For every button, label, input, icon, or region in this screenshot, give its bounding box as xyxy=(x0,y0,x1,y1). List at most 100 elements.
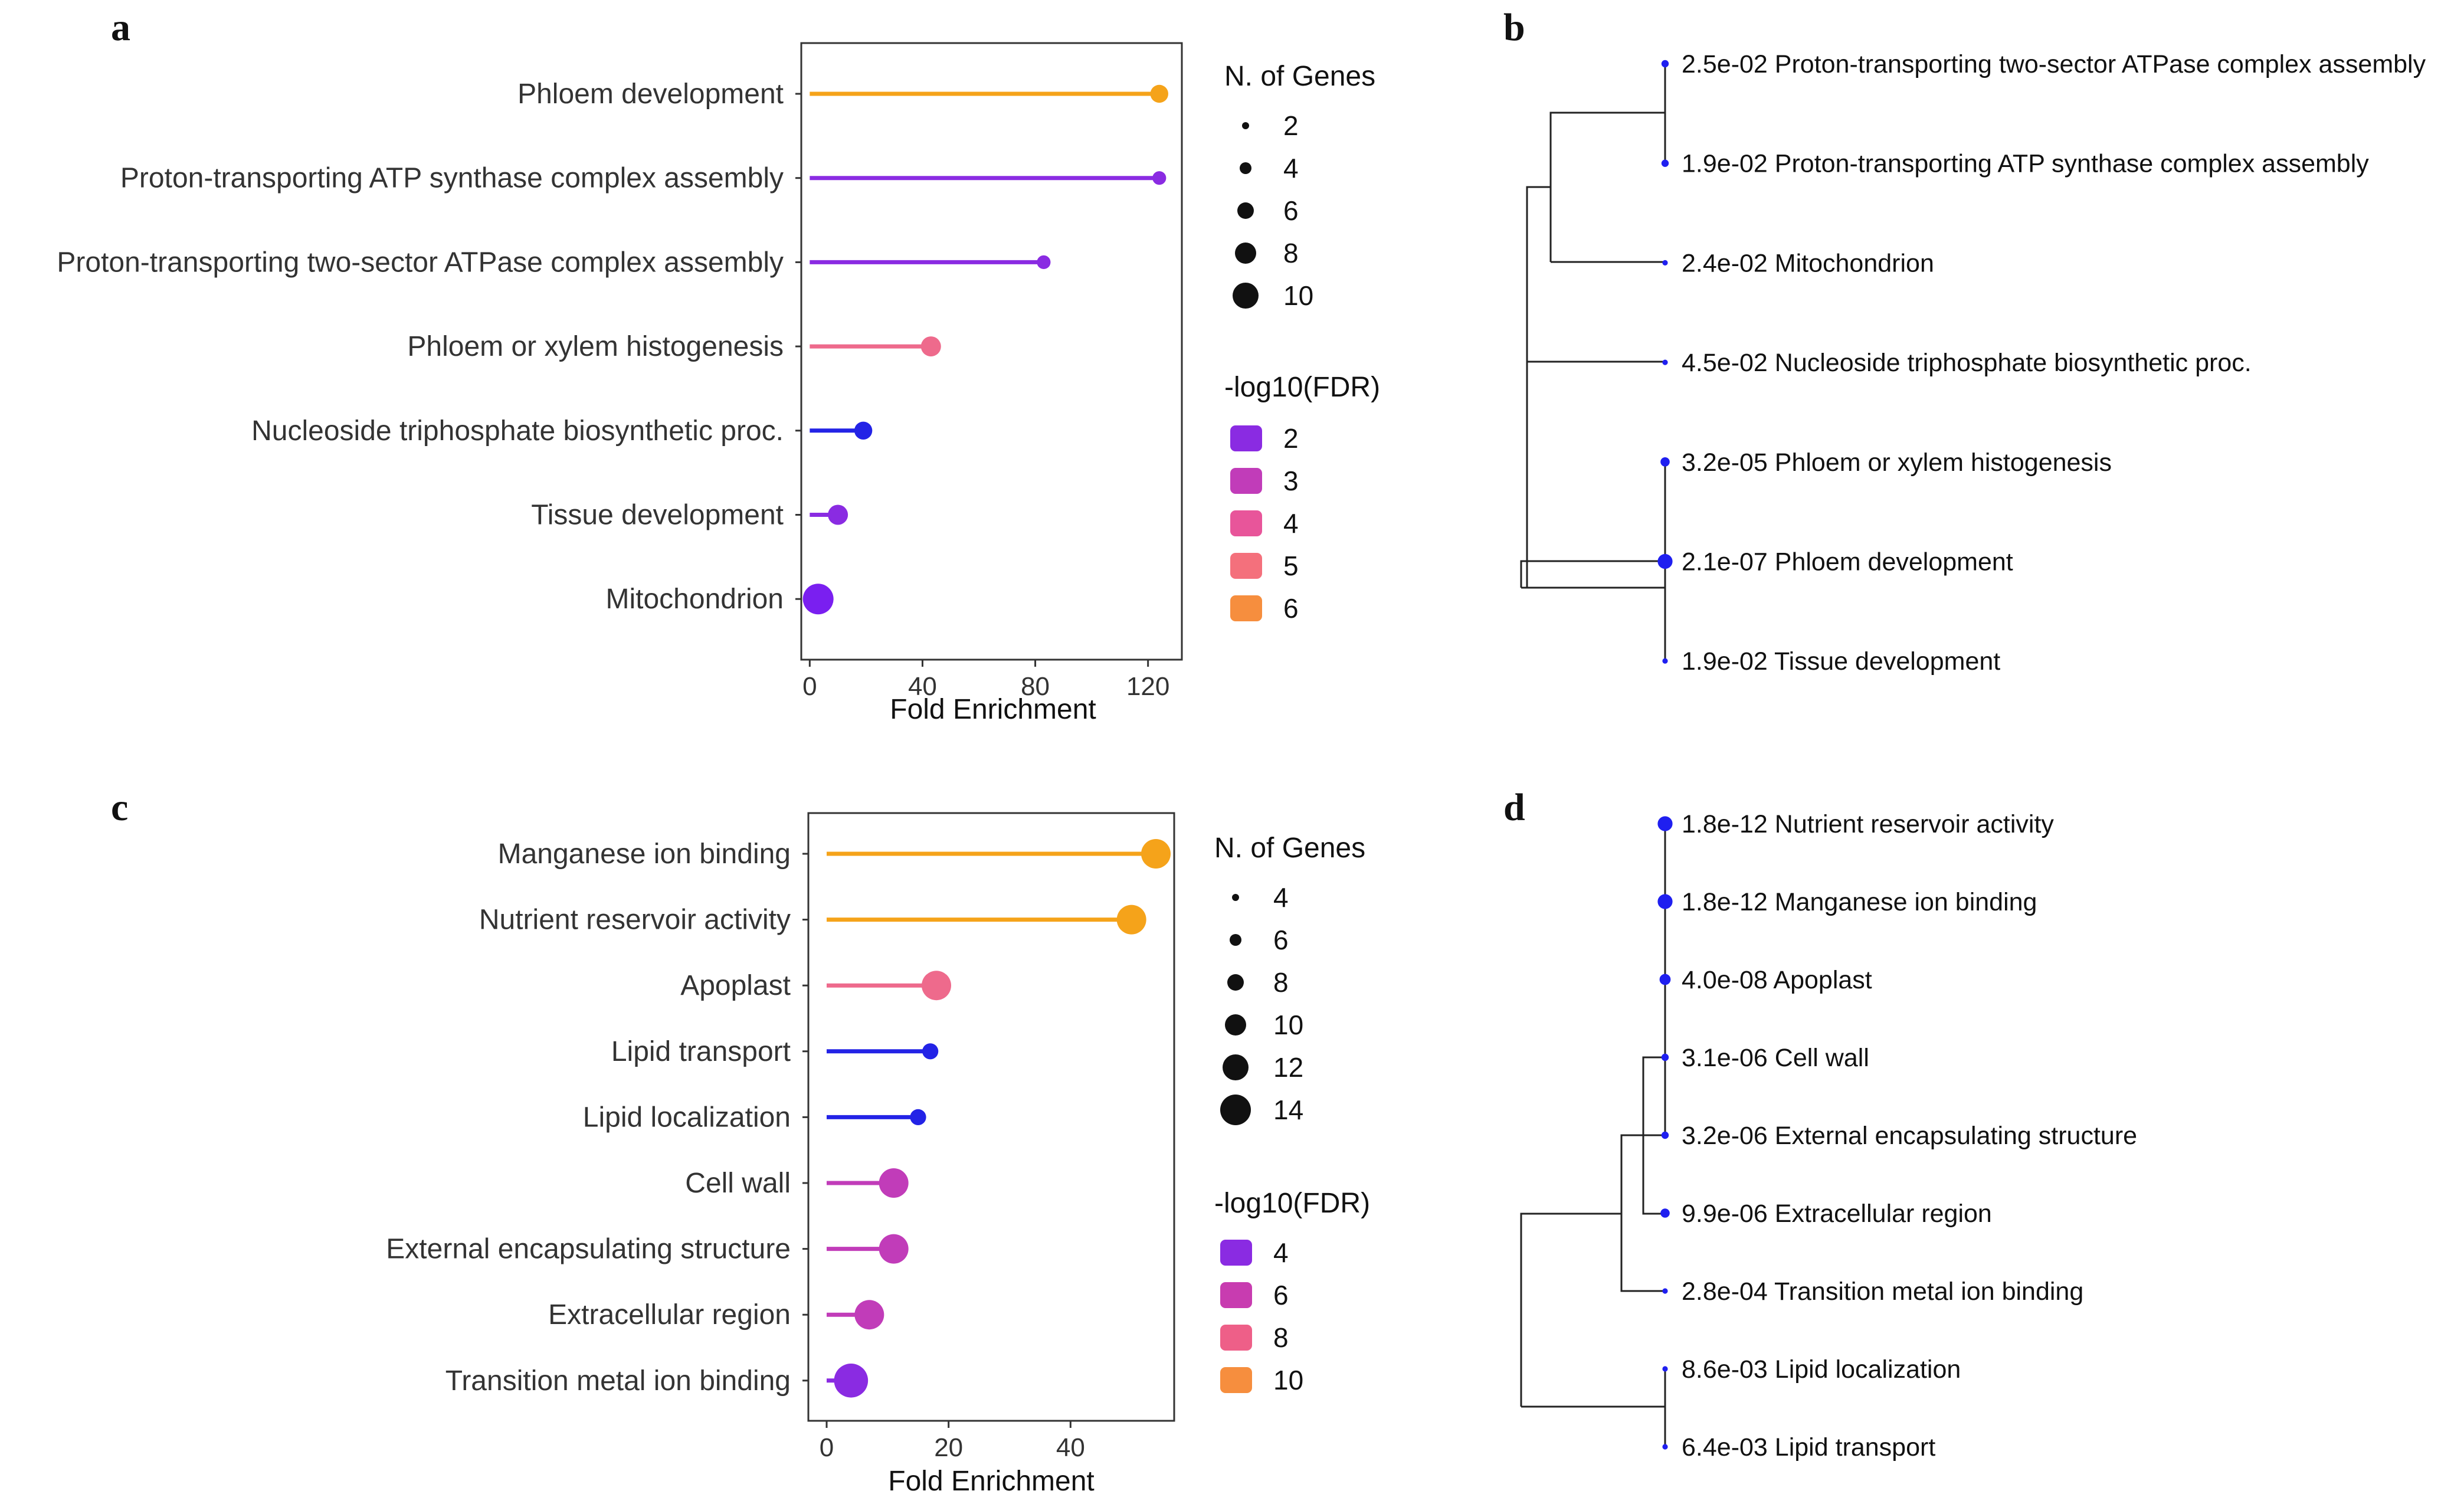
lollipop-point xyxy=(922,1043,939,1060)
size-legend-label: 10 xyxy=(1283,280,1313,311)
size-legend-dot xyxy=(1240,162,1251,174)
size-legend-label: 4 xyxy=(1283,153,1299,184)
color-legend-label: 6 xyxy=(1273,1280,1289,1310)
leaf-label: 1.8e-12 Manganese ion binding xyxy=(1682,888,2037,916)
color-legend-c: -log10(FDR) 4 6 8 10 xyxy=(1214,1188,1370,1395)
leaf-node xyxy=(1657,553,1673,569)
lollipop-point xyxy=(920,336,941,357)
color-legend-swatch xyxy=(1220,1325,1252,1351)
size-legend-dot xyxy=(1232,894,1239,901)
panel-label-d: d xyxy=(1503,786,1525,829)
color-legend-label: 8 xyxy=(1273,1322,1289,1353)
size-legend-dot xyxy=(1237,202,1254,219)
color-legend-swatch xyxy=(1230,595,1262,621)
leaf-node xyxy=(1662,1366,1668,1372)
lollipop-point xyxy=(1150,84,1168,103)
y-tick-label: Apoplast xyxy=(680,970,791,1001)
size-legend-dot xyxy=(1220,1095,1251,1125)
x-tick-label: 0 xyxy=(802,672,817,701)
leaf-node xyxy=(1661,1053,1669,1061)
leaf-label: 1.8e-12 Nutrient reservoir activity xyxy=(1682,810,2054,838)
leaf-node xyxy=(1661,60,1669,68)
leaf-label: 4.5e-02 Nucleoside triphosphate biosynth… xyxy=(1682,349,2252,377)
panel-label-c: c xyxy=(111,786,128,829)
x-tick-label: 0 xyxy=(820,1433,834,1462)
leaf-node xyxy=(1662,260,1668,266)
dendrogram-b-leaves: 2.5e-02 Proton-transporting two-sector A… xyxy=(1657,50,2426,676)
size-legend-dot xyxy=(1242,122,1249,129)
size-legend-label: 4 xyxy=(1273,882,1289,913)
color-legend-a: -log10(FDR) 2 3 4 5 6 xyxy=(1224,372,1380,624)
color-legend-swatch xyxy=(1230,468,1262,494)
leaf-label: 2.4e-02 Mitochondrion xyxy=(1682,249,1934,277)
leaf-label: 1.9e-02 Tissue development xyxy=(1682,647,2000,676)
color-legend-label: 4 xyxy=(1273,1237,1289,1268)
y-tick-label: Nucleoside triphosphate biosynthetic pro… xyxy=(251,415,784,447)
color-legend-swatch xyxy=(1230,425,1262,451)
dendrogram-d-leaves: 1.8e-12 Nutrient reservoir activity 1.8e-… xyxy=(1657,810,2137,1462)
size-legend-dot xyxy=(1227,974,1244,991)
plot-frame-a xyxy=(800,42,1183,661)
size-legend-dot xyxy=(1223,1054,1249,1080)
lollipop-point xyxy=(922,971,951,1001)
color-legend-swatch xyxy=(1220,1367,1252,1393)
size-legend-title-c: N. of Genes xyxy=(1214,833,1365,864)
lollipop-point xyxy=(1141,839,1171,869)
leaf-node xyxy=(1661,159,1669,167)
leaf-label: 2.1e-07 Phloem development xyxy=(1682,548,2013,576)
y-tick-label: Tissue development xyxy=(531,500,784,531)
y-tick-label: Extracellular region xyxy=(548,1299,791,1331)
color-legend-swatch xyxy=(1220,1282,1252,1308)
leaf-node xyxy=(1662,658,1668,664)
lollipop-chart-c: Manganese ion binding Nutrient reservoir … xyxy=(386,812,1175,1497)
lollipop-point xyxy=(879,1234,909,1264)
color-legend-label: 3 xyxy=(1283,466,1299,496)
lollipop-point xyxy=(834,1364,869,1398)
size-legend-c: N. of Genes 4 6 8 10 12 14 xyxy=(1214,833,1365,1125)
leaf-node xyxy=(1661,1131,1669,1139)
leaf-node xyxy=(1662,359,1668,365)
size-legend-label: 14 xyxy=(1273,1095,1303,1125)
lollipop-point xyxy=(1037,255,1051,269)
color-legend-label: 6 xyxy=(1283,593,1299,624)
leaf-node xyxy=(1657,816,1673,831)
y-tick-label: Nutrient reservoir activity xyxy=(479,905,791,936)
y-tick-label: Lipid localization xyxy=(583,1102,791,1133)
color-legend-swatch xyxy=(1230,553,1262,579)
leaf-label: 2.5e-02 Proton-transporting two-sector A… xyxy=(1682,50,2426,78)
leaf-node xyxy=(1662,1288,1668,1294)
size-legend-label: 12 xyxy=(1273,1052,1303,1083)
size-legend-dot xyxy=(1235,243,1256,264)
y-tick-label: Proton-transporting ATP synthase complex… xyxy=(120,163,784,194)
color-legend-swatch xyxy=(1230,510,1262,536)
y-tick-label: Phloem development xyxy=(517,78,784,110)
leaf-label: 3.2e-06 External encapsulating structure xyxy=(1682,1122,2137,1150)
x-tick-label: 40 xyxy=(1056,1433,1085,1462)
x-tick-label: 120 xyxy=(1126,672,1169,701)
lollipop-point xyxy=(802,584,834,615)
leaf-node xyxy=(1659,974,1671,985)
size-legend-a: N. of Genes 2 4 6 8 10 xyxy=(1224,61,1375,311)
color-legend-label: 2 xyxy=(1283,423,1299,454)
y-tick-label: Manganese ion binding xyxy=(498,838,791,870)
leaf-label: 4.0e-08 Apoplast xyxy=(1682,966,1872,994)
size-legend-dot xyxy=(1233,283,1259,309)
color-legend-swatch xyxy=(1220,1240,1252,1266)
panel-label-b: b xyxy=(1503,6,1525,49)
leaf-label: 9.9e-06 Extracellular region xyxy=(1682,1200,1992,1228)
leaf-label: 2.8e-04 Transition metal ion binding xyxy=(1682,1277,2083,1306)
x-axis-title-a: Fold Enrichment xyxy=(890,694,1096,725)
leaf-node xyxy=(1660,457,1670,467)
leaf-node xyxy=(1657,894,1673,909)
y-tick-label: Lipid transport xyxy=(611,1036,791,1067)
color-legend-label: 4 xyxy=(1283,508,1299,539)
leaf-label: 8.6e-03 Lipid localization xyxy=(1682,1355,1961,1384)
y-tick-label: Phloem or xylem histogenesis xyxy=(407,331,784,362)
size-legend-label: 6 xyxy=(1273,925,1289,955)
panel-label-a: a xyxy=(111,6,130,49)
lollipop-chart-a: Phloem development Proton-transporting AT… xyxy=(57,42,1183,725)
color-legend-label: 10 xyxy=(1273,1365,1303,1395)
x-tick-label: 40 xyxy=(908,672,937,701)
leaf-node xyxy=(1660,1208,1670,1218)
